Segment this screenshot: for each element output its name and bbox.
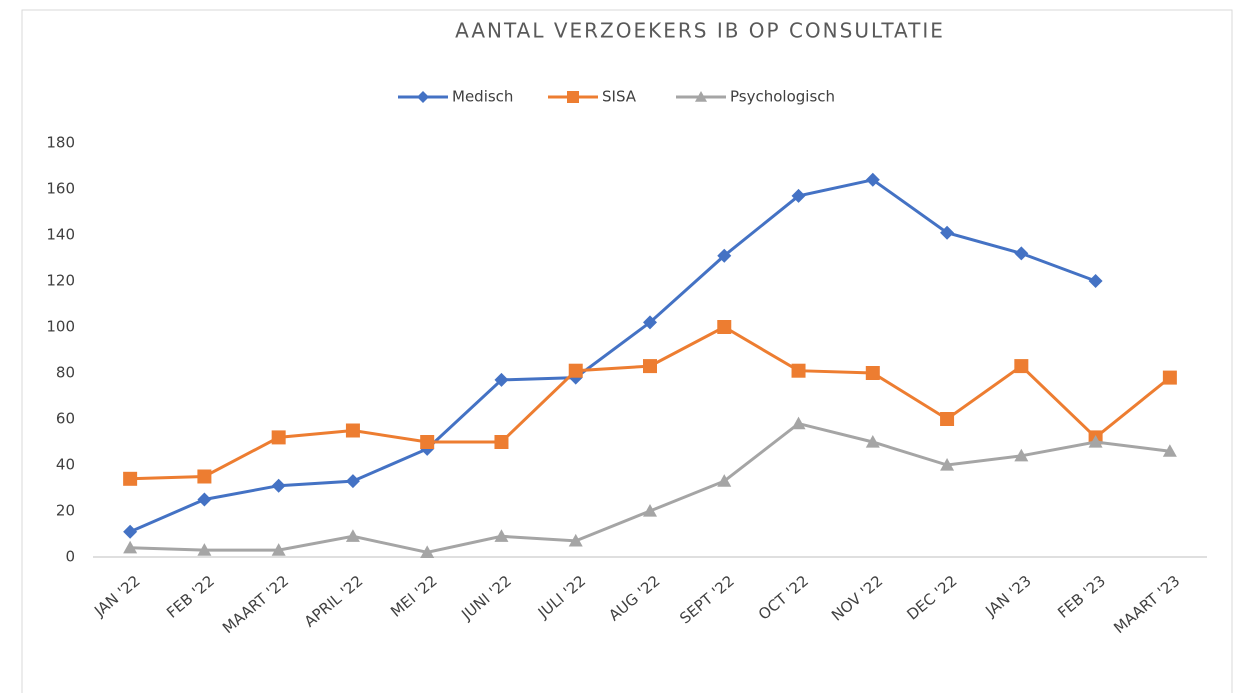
marker [1014,246,1029,261]
marker [494,529,509,542]
marker [123,540,138,554]
marker [345,423,360,438]
legend-label: Psychologisch [730,88,835,106]
marker [197,492,212,507]
x-tick-label: MEI '22 [387,572,441,621]
y-tick-label: 60 [56,410,75,428]
x-tick-label: AUG '22 [605,572,663,625]
marker [1014,448,1029,462]
chart-title: AANTAL VERZOEKERS IB OP CONSULTATIE [455,19,945,43]
x-tick-label: JULI '22 [534,572,589,623]
marker [197,469,212,484]
marker [940,412,955,426]
marker [791,416,806,430]
marker [865,172,880,187]
y-tick-label: 140 [46,226,75,244]
x-tick-label: JUNI '22 [457,572,515,624]
y-tick-label: 80 [56,364,75,382]
marker [695,91,707,102]
marker [494,435,509,449]
marker [420,435,435,449]
marker [1088,435,1103,448]
marker [197,543,212,556]
marker [940,225,955,240]
x-tick-label: DEC '22 [903,572,960,624]
chart-frame [21,9,1233,693]
marker [865,435,880,448]
marker [494,372,509,387]
marker [940,458,955,471]
marker [568,533,583,547]
x-tick-label: MAART '22 [219,572,292,637]
y-tick-label: 40 [56,456,75,474]
marker [1162,370,1177,385]
y-tick-label: 160 [46,180,75,198]
x-tick-label: NOV '22 [828,572,886,625]
series-line [130,421,1171,554]
marker [643,359,657,374]
y-tick-label: 100 [46,318,75,336]
legend-label: Medisch [452,88,513,106]
marker [417,91,429,103]
marker [271,478,286,493]
marker [717,248,732,263]
y-tick-label: 20 [56,502,75,520]
marker [643,504,657,517]
x-tick-label: JAN '23 [981,572,1034,621]
marker [271,543,286,556]
x-tick-label: FEB '22 [163,572,218,622]
legend-label: SISA [602,88,637,106]
y-tick-label: 180 [46,134,75,152]
x-tick-label: APRIL '22 [301,572,367,631]
marker [345,474,360,489]
x-tick-label: OCT '22 [755,572,812,624]
marker [1014,359,1029,374]
marker [567,91,579,103]
x-tick-label: JAN '22 [90,572,143,621]
marker [1088,274,1103,288]
series-line [129,178,1097,534]
marker [123,524,138,539]
marker [420,545,435,558]
y-tick-label: 120 [46,272,75,290]
marker [643,315,657,330]
x-tick-label: MAART '23 [1110,572,1183,637]
x-tick-label: FEB '23 [1054,572,1109,622]
y-tick-label: 0 [65,548,75,566]
marker [568,363,583,378]
marker [717,474,732,487]
x-tick-label: SEPT '22 [676,572,738,628]
marker [1162,444,1177,457]
marker [791,363,806,378]
marker [345,529,360,542]
marker [271,430,286,445]
marker [123,471,138,486]
marker [717,320,732,334]
marker [791,188,806,203]
marker [865,366,880,380]
